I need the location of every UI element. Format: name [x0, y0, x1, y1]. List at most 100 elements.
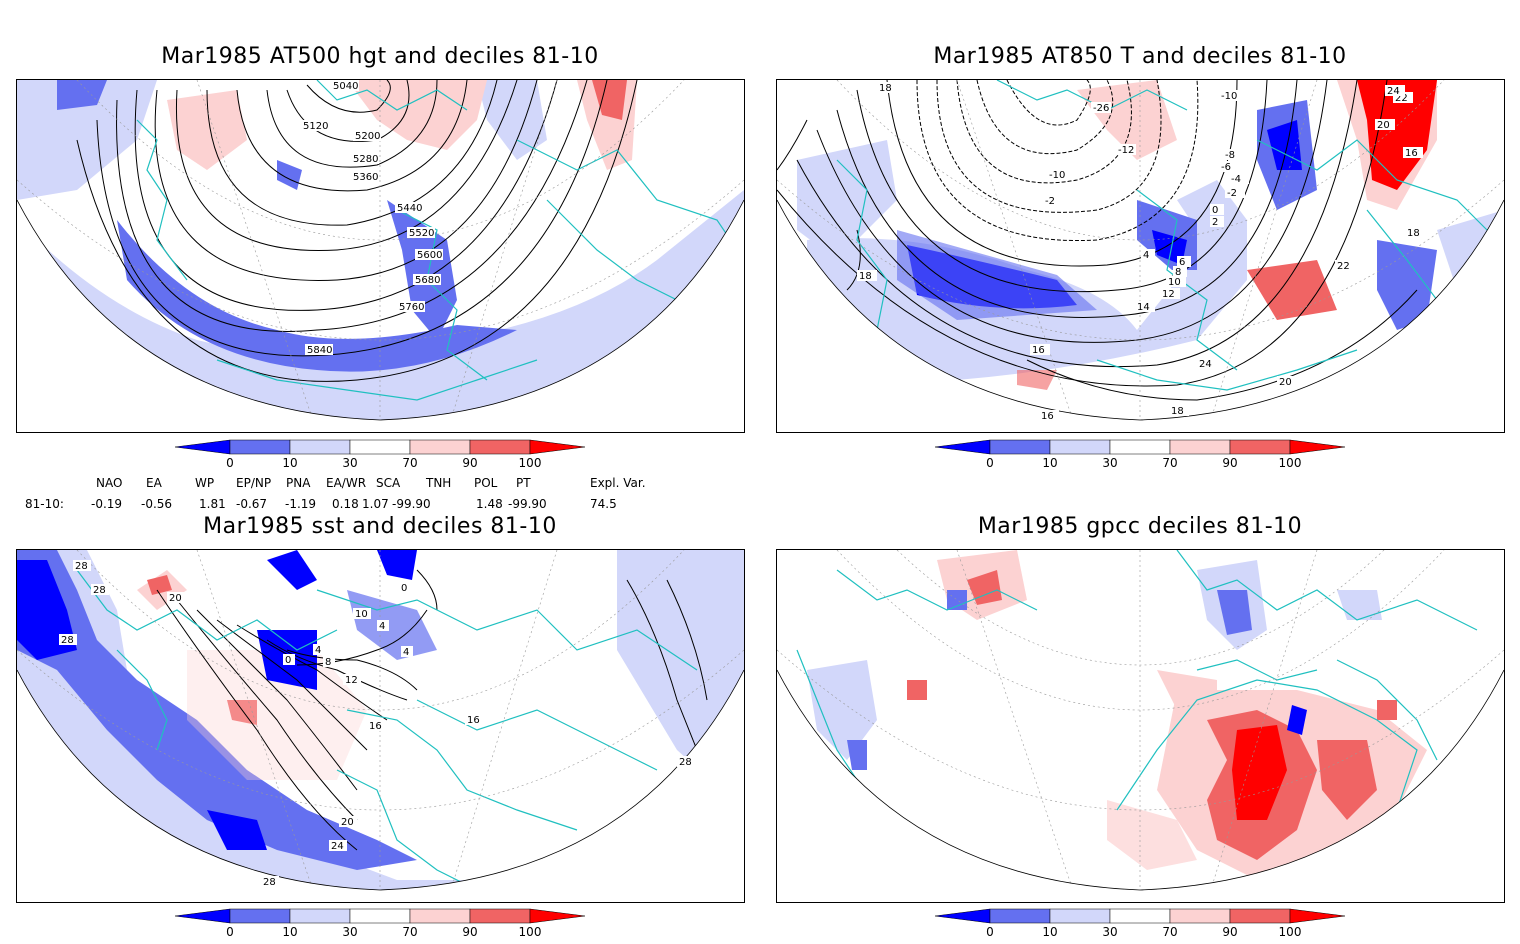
colorbar-tick-label: 100: [1279, 456, 1302, 470]
colorbar-segment: [289, 439, 351, 455]
contour-label: -4: [1231, 174, 1241, 185]
index-row-label: 81-10:: [25, 497, 64, 511]
contour-label: 16: [369, 721, 382, 732]
contour-label: 5600: [417, 250, 442, 261]
colorbar-tick-label: 30: [342, 456, 357, 470]
colorbar-segment: [1049, 908, 1111, 924]
contour-label: 12: [345, 675, 358, 686]
colorbar-tick-label: 10: [282, 456, 297, 470]
contour-label: 20: [1377, 120, 1390, 131]
colorbar-t850: 0 10 30 70 90 100: [930, 438, 1350, 472]
index-value-tnh: -99.90: [392, 497, 431, 511]
contour-label: 20: [169, 593, 182, 604]
contour-label: 5120: [303, 121, 328, 132]
colorbar-tick-label: 10: [282, 925, 297, 939]
contour-label: 16: [1405, 148, 1418, 159]
contour-label: -2: [1227, 188, 1237, 199]
colorbar-segment: [1169, 439, 1231, 455]
index-value-ea: -0.56: [141, 497, 173, 511]
colorbar-tick-label: 30: [1102, 456, 1117, 470]
contour-label: 4: [315, 645, 321, 656]
panel-title-t850: Mar1985 AT850 T and deciles 81-10: [933, 44, 1347, 69]
contour-label: 18: [1407, 228, 1420, 239]
contour-label: 4: [1143, 250, 1149, 261]
contour-label: 5360: [353, 172, 378, 183]
index-header-pol: POL: [474, 476, 498, 490]
contour-label: -2: [1045, 196, 1055, 207]
contour-label: -6: [1221, 162, 1231, 173]
colorbar-tick-label: 0: [226, 925, 234, 939]
index-header-epnp: EP/NP: [236, 476, 272, 490]
index-value-pt: -99.90: [508, 497, 547, 511]
colorbar-sst: 0 10 30 70 90 100: [170, 907, 590, 940]
map-panel-sst: 28 28 20 28 0 4 8 12 16 20 24 28 10 4 0 …: [16, 549, 745, 903]
contour-label: 5280: [353, 154, 378, 165]
panel-title-hgt500: Mar1985 AT500 hgt and deciles 81-10: [161, 44, 599, 69]
colorbar-segment: [1229, 908, 1291, 924]
contour-label: 12: [1162, 289, 1175, 300]
map-panel-gpcc: [776, 549, 1505, 903]
colorbar-segment: [934, 439, 991, 455]
colorbar-segment: [289, 908, 351, 924]
index-value-sca: 1.07: [362, 497, 389, 511]
contour-label: 5200: [355, 131, 380, 142]
contour-label: 10: [1168, 277, 1181, 288]
colorbar-segment: [529, 908, 586, 924]
colorbar-segment: [469, 439, 531, 455]
contour-label: 24: [1199, 359, 1212, 370]
panel-title-gpcc: Mar1985 gpcc deciles 81-10: [977, 514, 1303, 539]
contour-label: 4: [379, 621, 385, 632]
panel-title-sst: Mar1985 sst and deciles 81-10: [203, 514, 557, 539]
contour-label: 28: [679, 757, 692, 768]
colorbar-tick-label: 90: [462, 925, 477, 939]
contour-label: -12: [1118, 145, 1134, 156]
colorbar-segment: [1289, 439, 1346, 455]
contour-label: 22: [1395, 93, 1408, 104]
map-gpcc: [777, 550, 1504, 891]
map-panel-t850: 18 -10 -26 -12 -8 -6 -4 -2 -10 -2 0 2 4 …: [776, 79, 1505, 433]
colorbar-segment: [349, 439, 411, 455]
index-header-wp: WP: [195, 476, 215, 490]
contour-label: 28: [263, 877, 276, 888]
contour-label: 5680: [415, 275, 440, 286]
contour-label: -10: [1221, 91, 1237, 102]
colorbar-segment: [1109, 439, 1171, 455]
colorbar-segment: [989, 908, 1051, 924]
contour-label: 20: [341, 817, 354, 828]
contour-label: 4: [403, 647, 409, 658]
contour-label: 5520: [409, 228, 434, 239]
colorbar-segment: [409, 908, 471, 924]
contour-label: 28: [93, 585, 106, 596]
contour-label: 18: [859, 271, 872, 282]
index-headers: NAO EA WP EP/NP PNA EA/WR SCA TNH POL PT…: [0, 476, 740, 492]
colorbar-tick-label: 10: [1042, 925, 1057, 939]
contour-label: 18: [879, 83, 892, 94]
colorbar-segment: [934, 908, 991, 924]
colorbar-segment: [1169, 908, 1231, 924]
colorbar-tick-label: 90: [1222, 456, 1237, 470]
colorbar-segment: [409, 439, 471, 455]
index-value-epnp: -0.67: [236, 497, 268, 511]
contour-label: 14: [1137, 302, 1150, 313]
colorbar-segment: [174, 439, 231, 455]
colorbar-tick-label: 70: [402, 925, 417, 939]
contour-label: 28: [61, 635, 74, 646]
contour-label: 24: [1387, 86, 1400, 97]
contour-label: 18: [1171, 406, 1184, 417]
colorbar-svg: 0 10 30 70 90 100: [174, 908, 586, 939]
index-header-tnh: TNH: [426, 476, 452, 490]
contour-label: 0: [285, 655, 291, 666]
index-header-ea: EA: [146, 476, 162, 490]
colorbar-svg: 0 10 30 70 90 100: [174, 439, 586, 470]
colorbar-tick-label: 100: [519, 925, 542, 939]
teleconnection-table: NAO EA WP EP/NP PNA EA/WR SCA TNH POL PT…: [0, 474, 740, 514]
contour-label: 16: [1032, 345, 1045, 356]
colorbar-hgt500: 0 10 30 70 90 100: [170, 438, 590, 472]
colorbar-segment: [349, 908, 411, 924]
index-value-nao: -0.19: [91, 497, 123, 511]
contour-label: 5840: [307, 345, 332, 356]
colorbar-segment: [229, 439, 291, 455]
colorbar-tick-label: 100: [1279, 925, 1302, 939]
contour-label: 5760: [399, 302, 424, 313]
colorbar-segment: [1109, 908, 1171, 924]
